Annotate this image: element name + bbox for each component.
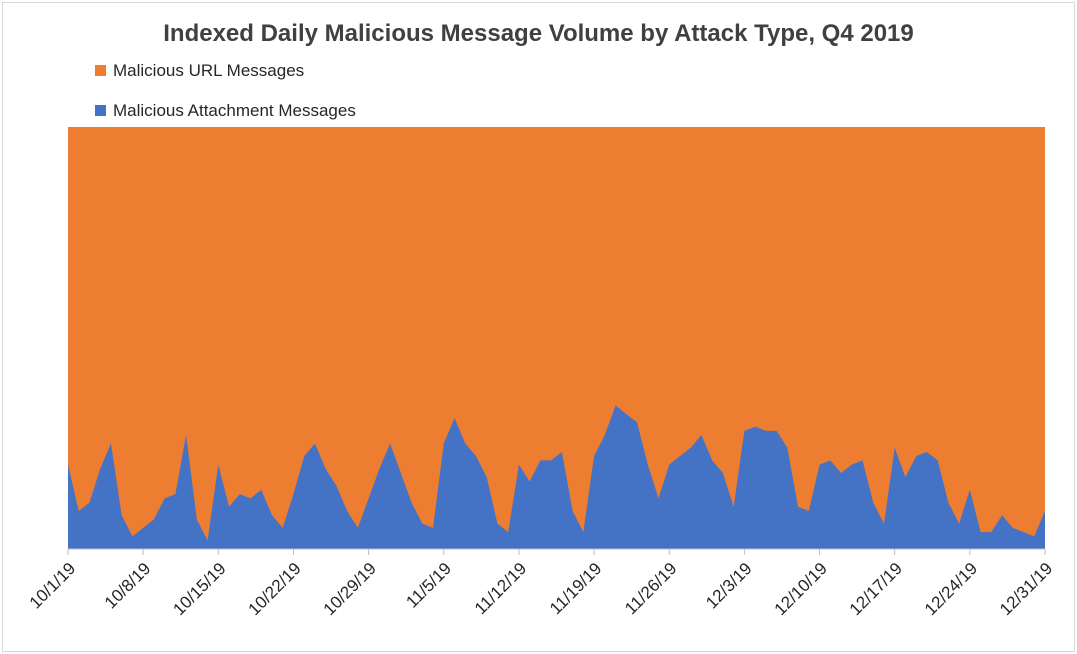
x-tick-label: 10/8/19: [101, 559, 155, 613]
legend-label-attachment: Malicious Attachment Messages: [113, 101, 356, 120]
legend-label-url: Malicious URL Messages: [113, 61, 305, 80]
x-tick-label: 12/3/19: [702, 559, 756, 613]
area-series-attachment: [68, 405, 1045, 549]
x-tick-label: 10/1/19: [26, 559, 80, 613]
chart-title: Indexed Daily Malicious Message Volume b…: [163, 20, 914, 47]
x-tick-label: 12/17/19: [846, 559, 906, 619]
x-tick-label: 11/12/19: [471, 559, 530, 618]
x-tick-label: 11/26/19: [621, 559, 680, 618]
legend-swatch-url: [95, 65, 106, 76]
legend-item-attachment: Malicious Attachment Messages: [95, 101, 356, 121]
x-tick-label: 11/19/19: [546, 559, 605, 618]
x-tick-label: 12/31/19: [996, 559, 1056, 619]
x-tick-label: 12/10/19: [771, 559, 831, 619]
x-tick-label: 10/15/19: [169, 559, 229, 619]
x-tick-label: 10/22/19: [245, 559, 305, 619]
legend-swatch-attachment: [95, 105, 106, 116]
legend-item-url: Malicious URL Messages: [95, 61, 304, 81]
x-tick-label: 10/29/19: [320, 559, 380, 619]
x-tick-label: 12/24/19: [921, 559, 981, 619]
x-tick-label: 11/5/19: [402, 559, 455, 612]
